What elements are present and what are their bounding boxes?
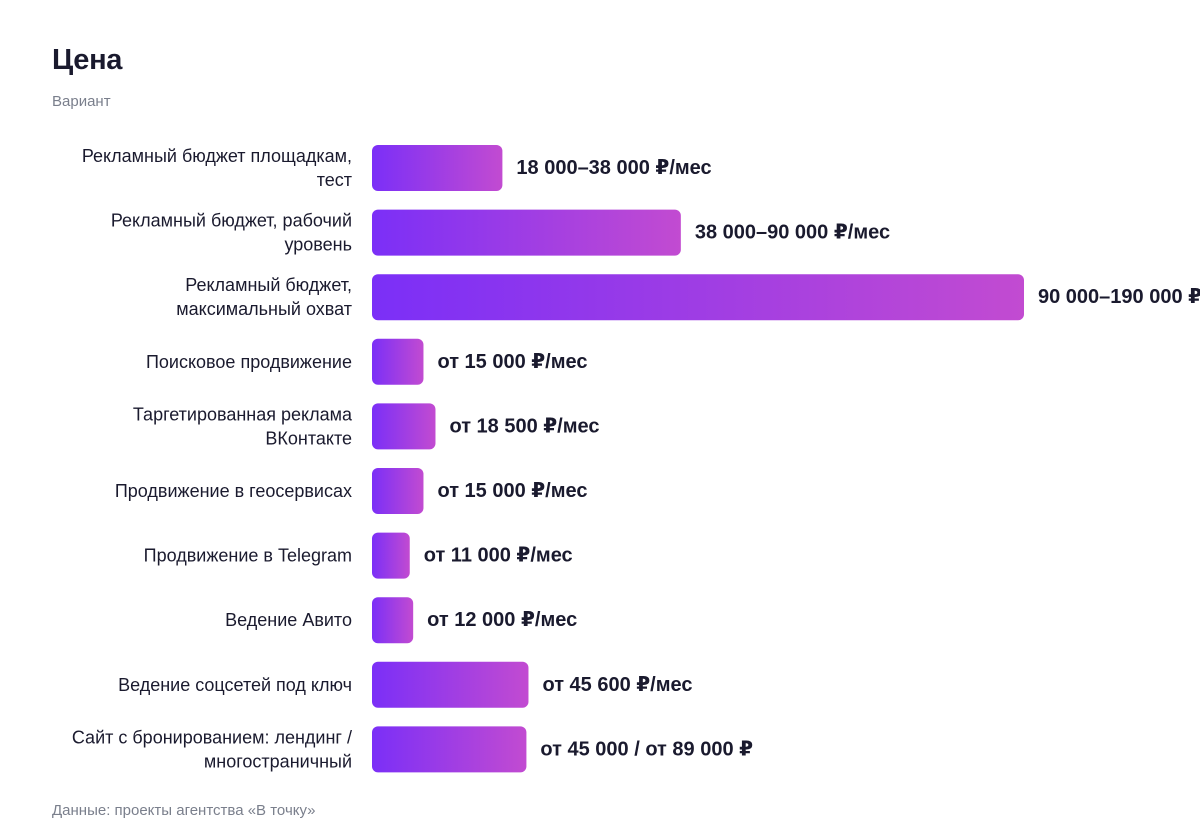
- chart-source: Данные: проекты агентства «В точку»: [52, 802, 316, 819]
- category-label-line: Ведение Авито: [225, 610, 352, 630]
- category-label-line: уровень: [284, 235, 352, 255]
- category-label: Продвижение в геосервисах: [115, 481, 352, 501]
- bar-row: Поисковое продвижение от 15 000 ₽/мес: [146, 338, 588, 385]
- bars-layer: Рекламный бюджет площадкам, тест 18 000–38…: [72, 145, 1200, 773]
- category-label-line: Рекламный бюджет,: [185, 275, 352, 295]
- category-label-line: Сайт с бронированием: лендинг /: [72, 727, 352, 747]
- category-label: Рекламный бюджет площадкам, тест: [82, 146, 352, 190]
- bar: [372, 145, 503, 191]
- value-label: 18 000–38 000 ₽/мес: [516, 157, 711, 179]
- value-label: от 12 000 ₽/мес: [427, 609, 577, 631]
- chart-subtitle: Вариант: [52, 93, 111, 110]
- bar-row: Рекламный бюджет площадкам, тест 18 000–38…: [82, 145, 712, 191]
- value-label: от 11 000 ₽/мес: [424, 545, 573, 567]
- bar-row: Продвижение в Telegram от 11 000 ₽/мес: [144, 532, 573, 579]
- bar: [372, 403, 436, 450]
- category-label-line: Таргетированная реклама: [133, 404, 353, 424]
- bar: [372, 274, 1024, 321]
- bar: [372, 468, 424, 514]
- value-label: от 45 600 ₽/мес: [542, 674, 692, 696]
- category-label-line: ВКонтакте: [265, 428, 352, 448]
- value-label: от 18 500 ₽/мес: [449, 415, 599, 437]
- bar: [372, 338, 424, 385]
- bar-row: Ведение соцсетей под ключ от 45 600 ₽/мес: [118, 661, 693, 708]
- bar: [372, 532, 410, 579]
- bar: [372, 661, 529, 708]
- category-label-line: Рекламный бюджет, рабочий: [111, 211, 352, 231]
- bar-row: Рекламный бюджет, максимальный охват 90 00…: [176, 274, 1200, 321]
- bar-row: Таргетированная реклама ВКонтакте от 18 50…: [133, 403, 600, 450]
- bar: [372, 597, 414, 644]
- bar-row: Ведение Авито от 12 000 ₽/мес: [225, 597, 577, 644]
- value-label: 38 000–90 000 ₽/мес: [695, 222, 890, 244]
- category-label: Таргетированная реклама ВКонтакте: [133, 404, 353, 448]
- category-label: Продвижение в Telegram: [144, 546, 352, 566]
- bar-row: Сайт с бронированием: лендинг / многостра…: [72, 726, 753, 773]
- bar: [372, 726, 527, 773]
- category-label-line: Ведение соцсетей под ключ: [118, 675, 352, 695]
- category-label-line: Рекламный бюджет площадкам,: [82, 146, 352, 166]
- category-label: Ведение Авито: [225, 610, 352, 630]
- bar: [372, 209, 681, 256]
- category-label-line: Продвижение в геосервисах: [115, 481, 352, 501]
- category-label: Рекламный бюджет, максимальный охват: [176, 275, 352, 319]
- category-label-line: Продвижение в Telegram: [144, 546, 352, 566]
- value-label: от 15 000 ₽/мес: [437, 351, 587, 373]
- category-label-line: Поисковое продвижение: [146, 352, 352, 372]
- category-label: Поисковое продвижение: [146, 352, 352, 372]
- category-label-line: многостраничный: [204, 751, 352, 771]
- category-label-line: максимальный охват: [176, 299, 352, 319]
- value-label: 90 000–190 000 ₽/мес: [1038, 286, 1200, 308]
- bar-row: Рекламный бюджет, рабочий уровень 38 000–9…: [111, 209, 890, 256]
- category-label: Ведение соцсетей под ключ: [118, 675, 352, 695]
- bar-row: Продвижение в геосервисах от 15 000 ₽/мес: [115, 468, 588, 514]
- chart-title: Цена: [52, 44, 123, 76]
- value-label: от 15 000 ₽/мес: [437, 480, 587, 502]
- value-label: от 45 000 / от 89 000 ₽: [540, 738, 753, 760]
- category-label: Сайт с бронированием: лендинг / многостра…: [72, 727, 352, 771]
- category-label-line: тест: [317, 170, 352, 190]
- category-label: Рекламный бюджет, рабочий уровень: [111, 211, 352, 255]
